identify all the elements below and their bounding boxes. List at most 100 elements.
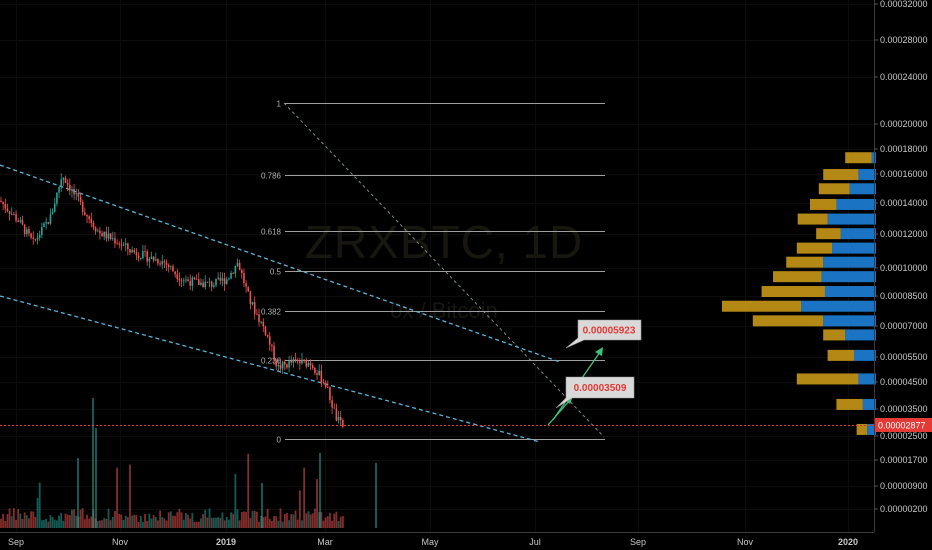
candle-body [187, 279, 189, 282]
volume-bar [319, 453, 321, 528]
candle-body [288, 361, 290, 368]
candle-body [193, 277, 196, 280]
candle-body [53, 203, 56, 212]
candle-body [45, 222, 47, 224]
volume-profile-bar [752, 315, 824, 327]
price-callout-upper[interactable]: 0.00005923 [565, 319, 642, 349]
volume-bar [60, 513, 63, 528]
volume-profile-bar [796, 373, 859, 385]
volume-bar [83, 519, 86, 528]
volume-bar [316, 479, 318, 528]
volume-profile-bar [840, 228, 876, 240]
fib-trend-line[interactable] [283, 102, 605, 438]
volume-bar [124, 515, 127, 528]
price-axis-label: 0.00004500 [880, 377, 928, 387]
price-axis[interactable]: 0.00032000 0.00028000 0.00024000 0.00020000… [874, 0, 928, 532]
volume-bar [66, 514, 69, 528]
volume-bar [2, 513, 5, 528]
volume-bar [8, 508, 11, 528]
candle-body [251, 302, 254, 305]
candle-body [176, 274, 179, 280]
candle-body [314, 368, 316, 374]
volume-bar [258, 521, 260, 528]
candle-body [51, 211, 54, 215]
candle-body [200, 282, 202, 285]
candle-body [296, 359, 299, 362]
volume-bar [341, 516, 344, 528]
volume-bar [28, 518, 30, 528]
volume-bar [219, 517, 222, 528]
candle-body [124, 243, 127, 245]
volume-bar [204, 509, 207, 528]
candle-body [232, 272, 234, 274]
candle-body [21, 220, 24, 225]
candle-body [69, 184, 71, 191]
candle-body [101, 233, 103, 237]
candle-body [258, 314, 260, 323]
price-axis-label: 0.00016000 [880, 169, 928, 179]
volume-bar [56, 520, 58, 528]
volume-bar [32, 511, 35, 528]
time-axis[interactable]: Sep Nov 2019 Mar May Jul Sep Nov 2020 [0, 532, 874, 548]
volume-bar [169, 511, 172, 528]
candle-body [77, 193, 80, 197]
candle-body [155, 259, 157, 261]
volume-bar [88, 518, 91, 528]
time-axis-label: May [421, 537, 439, 547]
volume-profile-bar [858, 373, 876, 385]
price-axis-label: 0.00003500 [880, 404, 928, 414]
candle-body [228, 278, 230, 280]
candle-body [206, 281, 209, 283]
candle-body [219, 277, 222, 281]
volume-bars [0, 398, 377, 528]
volume-bar [10, 516, 13, 528]
candle-body [96, 230, 99, 232]
candle-body [292, 359, 295, 363]
volume-bar [193, 521, 196, 528]
candle-body [105, 231, 108, 239]
volume-bar [271, 521, 273, 528]
volume-profile[interactable] [722, 152, 876, 435]
volume-bar [255, 511, 258, 528]
channel-upper-line[interactable] [0, 164, 561, 363]
volume-bar [281, 521, 284, 528]
fibonacci-retracement[interactable]: 1 0.786 0.618 0.5 0.382 0.236 0 [261, 100, 605, 445]
volume-bar [245, 511, 247, 528]
volume-profile-bar [836, 398, 863, 410]
volume-bar [163, 518, 166, 528]
candle-body [90, 218, 93, 223]
candle-body [281, 361, 284, 369]
candle-body [311, 365, 314, 369]
candle-body [202, 282, 204, 288]
volume-bar [144, 514, 146, 528]
volume-profile-bar [824, 286, 876, 298]
projection-arrow-short[interactable] [547, 399, 571, 426]
price-axis-label: 0.00020000 [880, 119, 928, 129]
volume-bar [101, 520, 103, 528]
price-callout-lower[interactable]: 0.00003509 [555, 376, 635, 409]
volume-profile-bar [786, 256, 824, 268]
price-axis-label: 0.00005500 [880, 352, 928, 362]
volume-bar [161, 516, 164, 528]
candle-body [305, 359, 308, 367]
time-axis-label: Jul [529, 537, 541, 547]
candle-body [92, 222, 95, 228]
candle-body [43, 223, 45, 227]
volume-bar [251, 510, 254, 528]
volume-bar [90, 516, 93, 528]
candle-body [264, 326, 267, 335]
candle-body [286, 364, 288, 368]
candle-body [120, 244, 123, 246]
price-axis-label: 0.00002500 [880, 431, 928, 441]
volume-profile-bar [832, 242, 876, 254]
volume-bar [137, 521, 140, 528]
volume-bar [309, 514, 312, 528]
candle-body [144, 251, 146, 252]
descending-channel[interactable] [0, 164, 561, 443]
candle-body [320, 370, 323, 383]
volume-bar [288, 520, 290, 528]
volume-bar [294, 510, 297, 528]
candle-body [8, 211, 11, 215]
channel-lower-line[interactable] [0, 295, 541, 443]
